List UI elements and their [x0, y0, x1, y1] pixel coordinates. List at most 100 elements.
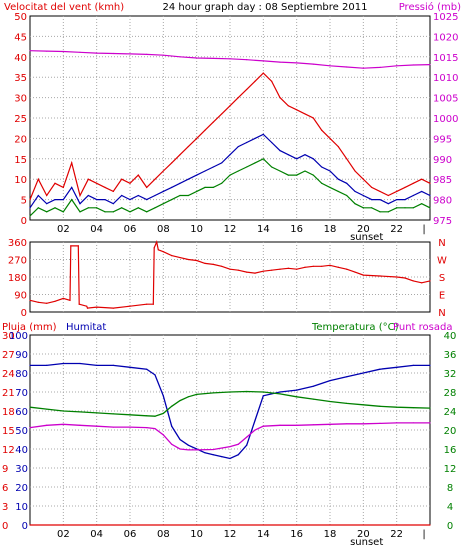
data-point-temperature [162, 412, 164, 414]
humidity-tick-label: 90 [15, 350, 28, 361]
wind-direction-point [162, 251, 164, 253]
data-point-wind_green [96, 207, 98, 209]
data-point-wind_blue [137, 194, 139, 197]
temperature-tick-label: 12 [444, 464, 457, 475]
data-point-dewpoint [162, 434, 164, 436]
data-point-wind_green [379, 211, 381, 213]
data-point-temperature [96, 412, 98, 414]
data-point-wind_green [246, 166, 248, 168]
direction-compass-label: E [439, 291, 445, 302]
data-point-pressure [146, 53, 148, 55]
data-point-wind_blue [54, 199, 56, 201]
wind-direction-point [156, 241, 158, 243]
data-point-wind_green [296, 174, 298, 176]
data-point-wind_red [246, 88, 248, 91]
data-point-wind_green [396, 207, 398, 209]
wind-pressure-grid [30, 16, 430, 220]
hour-tick-label: 02 [57, 529, 70, 540]
data-point-dewpoint [329, 423, 331, 425]
data-point-temperature [379, 405, 381, 407]
wind-direction-point [78, 303, 80, 305]
data-point-wind_red [112, 190, 114, 193]
pressure-tick-label: 1020 [433, 32, 458, 43]
data-point-temperature [146, 415, 148, 417]
data-point-wind_red [71, 162, 73, 164]
data-point-wind_green [229, 174, 231, 176]
data-point-wind_green [196, 190, 198, 193]
wind-speed-tick-label: 5 [21, 196, 27, 207]
humidity-temperature-series [29, 362, 431, 526]
data-point-wind_green [212, 186, 214, 188]
wind-direction-point [396, 276, 398, 278]
hour-tick-label: 20 [357, 529, 370, 540]
wind-direction-point [321, 265, 323, 267]
humidity-tick-label: 20 [15, 483, 28, 494]
wind-speed-tick-label: 45 [14, 32, 27, 43]
data-point-humidity [312, 385, 314, 387]
data-point-wind_blue [279, 150, 281, 152]
wind-direction-degree-ticks: 0 90 180 270 360 [8, 238, 27, 319]
data-point-wind_blue [271, 141, 273, 144]
rain-tick-label: 0 [2, 521, 8, 532]
pressure-tick-label: 1025 [433, 12, 458, 23]
data-point-wind_green [387, 211, 389, 213]
wind-direction-line [29, 240, 431, 309]
hour-tick-label: 22 [390, 529, 403, 540]
wind-direction-point [271, 269, 273, 271]
data-point-wind_red [229, 105, 231, 107]
data-point-wind_red [379, 190, 381, 193]
rain-tick-label: 21 [2, 388, 15, 399]
sunset-marker-label: sunset [350, 232, 383, 243]
data-point-pressure [396, 65, 398, 67]
temperature-tick-label: 20 [444, 426, 457, 437]
humidity-tick-label: 40 [15, 445, 28, 456]
data-point-wind_blue [87, 194, 89, 197]
data-point-wind_red [37, 178, 39, 180]
data-point-wind_blue [337, 178, 339, 180]
data-point-wind_green [187, 194, 189, 197]
midnight-tick: | [422, 224, 425, 235]
data-point-humidity [46, 364, 48, 366]
direction-compass-label: S [439, 273, 445, 284]
data-point-dewpoint [96, 425, 98, 427]
wind-direction-point [329, 264, 331, 266]
data-point-humidity [296, 389, 298, 391]
data-point-temperature [346, 402, 348, 404]
data-point-wind_green [104, 211, 106, 213]
data-point-humidity [187, 444, 189, 446]
data-point-humidity [162, 395, 164, 397]
wind-direction-point [337, 266, 339, 268]
data-point-wind_red [154, 178, 156, 180]
wind-direction-point [129, 305, 131, 307]
data-point-wind_blue [71, 186, 73, 188]
data-point-wind_green [371, 207, 373, 209]
data-point-wind_blue [96, 199, 98, 201]
wind-direction-point [196, 259, 198, 262]
data-point-dewpoint [62, 423, 64, 425]
data-point-wind_green [362, 207, 364, 209]
wind-direction-point [152, 303, 154, 305]
data-point-wind_red [46, 194, 48, 197]
data-point-wind_green [287, 174, 289, 176]
data-point-wind_red [296, 109, 298, 111]
data-point-wind_green [254, 162, 256, 164]
data-point-wind_blue [312, 158, 314, 160]
data-point-pressure [112, 52, 114, 55]
data-point-wind_red [196, 137, 198, 139]
data-point-humidity [254, 419, 256, 422]
data-point-wind_blue [112, 203, 114, 205]
data-point-wind_red [346, 158, 348, 160]
data-point-wind_blue [187, 178, 189, 180]
hour-tick-label: 08 [157, 224, 170, 235]
wind-speed-tick-label: 50 [14, 12, 27, 23]
humidity-tick-label: 0 [22, 521, 28, 532]
data-point-temperature [212, 392, 214, 394]
rain-tick-label: 30 [2, 331, 15, 342]
data-point-pressure [179, 56, 181, 58]
wind-direction-point [421, 282, 423, 284]
wind-direction-point [86, 305, 88, 307]
